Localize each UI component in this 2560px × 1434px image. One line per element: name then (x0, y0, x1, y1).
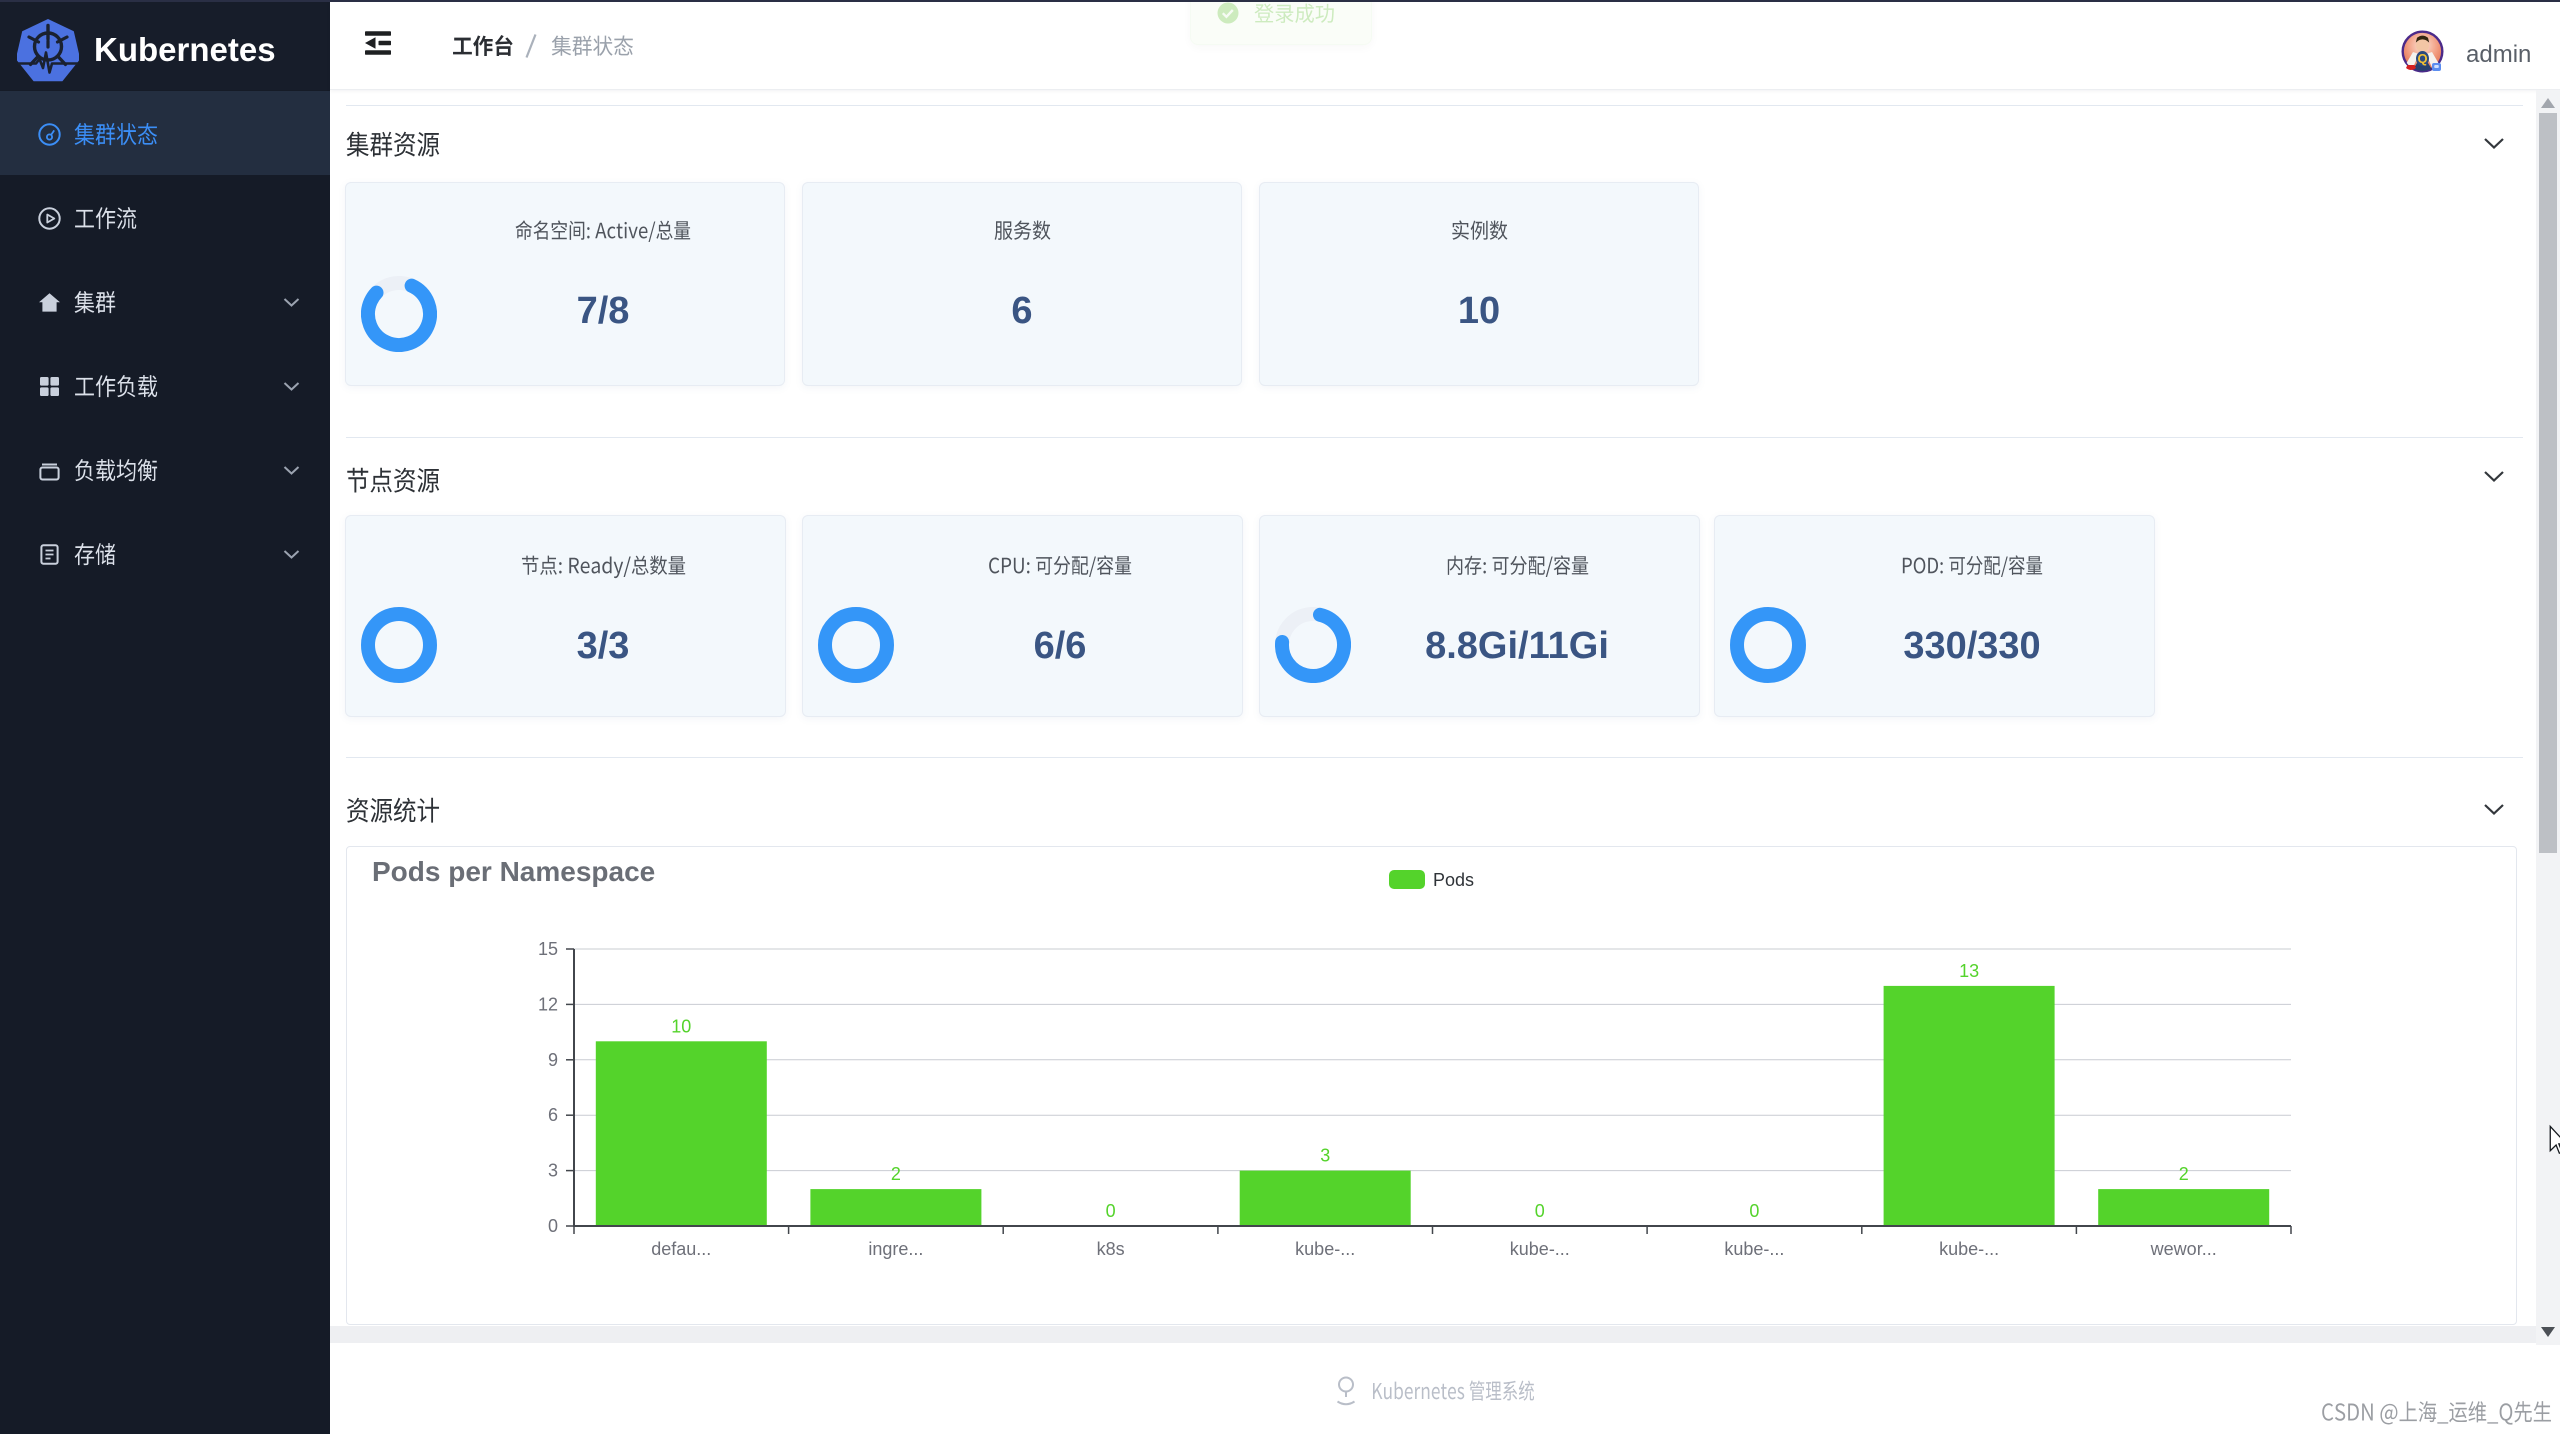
svg-text:k8s: k8s (1097, 1239, 1125, 1259)
svg-text:defau...: defau... (651, 1239, 711, 1259)
svg-text:kube-...: kube-... (1724, 1239, 1784, 1259)
svg-text:kube-...: kube-... (1939, 1239, 1999, 1259)
svg-text:0: 0 (1106, 1201, 1116, 1221)
svg-text:12: 12 (538, 994, 558, 1014)
svg-text:9: 9 (548, 1050, 558, 1070)
svg-text:ingre...: ingre... (868, 1239, 923, 1259)
svg-text:2: 2 (891, 1164, 901, 1184)
svg-text:Pods: Pods (1433, 870, 1474, 890)
svg-text:10: 10 (671, 1016, 691, 1036)
svg-text:0: 0 (548, 1216, 558, 1236)
svg-text:2: 2 (2179, 1164, 2189, 1184)
svg-text:kube-...: kube-... (1295, 1239, 1355, 1259)
svg-text:6: 6 (548, 1105, 558, 1125)
svg-text:0: 0 (1749, 1201, 1759, 1221)
svg-text:0: 0 (1535, 1201, 1545, 1221)
svg-text:3: 3 (1320, 1146, 1330, 1166)
svg-text:3: 3 (548, 1161, 558, 1181)
svg-text:15: 15 (538, 939, 558, 959)
svg-text:13: 13 (1959, 961, 1979, 981)
svg-text:wewor...: wewor... (2150, 1239, 2217, 1259)
svg-text:kube-...: kube-... (1510, 1239, 1570, 1259)
svg-text:Q: Q (2417, 51, 2427, 66)
